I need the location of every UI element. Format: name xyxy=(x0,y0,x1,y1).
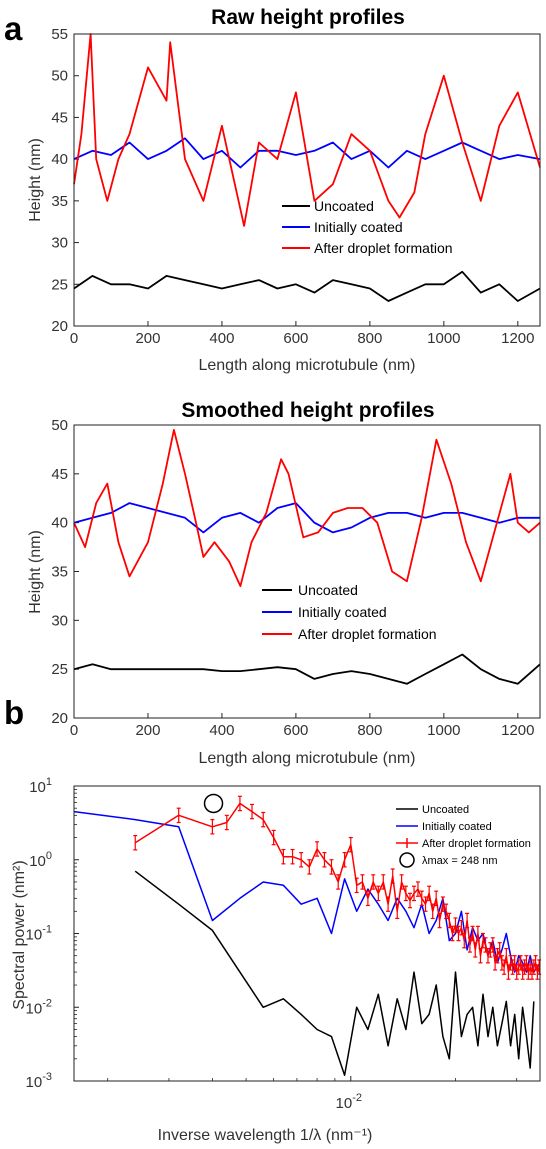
spectral-legend: Uncoated Initially coated After droplet … xyxy=(396,804,531,868)
raw-x-tick-label: 0 xyxy=(70,330,78,347)
spectral-y-tick-label: 10-1 xyxy=(26,924,52,944)
spectral-x-axis-label: Inverse wavelength 1/λ (nm⁻¹) xyxy=(158,1127,373,1144)
smoothed-x-tick-label: 1200 xyxy=(501,722,534,739)
smoothed-y-tick-label: 40 xyxy=(51,515,68,532)
raw-y-tick-label: 45 xyxy=(51,109,68,126)
spectral-legend-lambda-max: λmax = 248 nm xyxy=(422,855,498,867)
smoothed-height-chart: Smoothed height profiles 0 200 400 600 800 10… xyxy=(27,399,541,767)
spectral-x-tick-label: 10-2 xyxy=(336,1092,362,1112)
smoothed-legend-uncoated: Uncoated xyxy=(298,582,358,598)
spectral-y-tick-label: 10-2 xyxy=(26,997,52,1017)
smoothed-y-tick-label: 45 xyxy=(51,466,68,483)
smoothed-chart-title: Smoothed height profiles xyxy=(181,399,434,422)
smoothed-series-group xyxy=(73,428,541,685)
spectral-legend-after-droplet: After droplet formation xyxy=(422,838,531,850)
smoothed-x-tick-label: 400 xyxy=(209,722,234,739)
raw-x-tick-label: 400 xyxy=(209,330,234,347)
raw-plot-frame xyxy=(73,33,541,327)
panel-label-b: b xyxy=(4,694,24,731)
raw-y-tick-label: 35 xyxy=(51,193,68,210)
raw-legend-after-droplet: After droplet formation xyxy=(314,240,453,256)
raw-x-tick-label: 1200 xyxy=(501,330,534,347)
raw-y-tick-label: 25 xyxy=(51,276,68,293)
panel-label-a: a xyxy=(4,10,23,47)
smoothed-y-tick-label: 35 xyxy=(51,564,68,581)
smoothed-y-tick-label: 50 xyxy=(51,417,68,434)
smoothed-y-axis-label: Height (nm) xyxy=(27,530,44,614)
smoothed-x-tick-label: 600 xyxy=(283,722,308,739)
raw-chart-title: Raw height profiles xyxy=(211,6,405,29)
spectral-plot-frame xyxy=(73,785,541,1082)
spectral-y-tick-label: 100 xyxy=(29,850,52,870)
smoothed-x-tick-label: 800 xyxy=(357,722,382,739)
raw-y-tick-label: 30 xyxy=(51,235,68,252)
raw-y-tick-label: 55 xyxy=(51,26,68,43)
raw-x-tick-label: 200 xyxy=(135,330,160,347)
raw-x-tick-label: 600 xyxy=(283,330,308,347)
raw-x-tick-label: 1000 xyxy=(427,330,460,347)
smoothed-x-tick-label: 1000 xyxy=(427,722,460,739)
smoothed-y-tick-label: 30 xyxy=(51,612,68,629)
raw-legend: Uncoated Initially coated After droplet … xyxy=(282,198,453,256)
raw-series-uncoated xyxy=(73,270,541,302)
raw-axis-ticks: 0 200 400 600 800 1000 1200 20 25 30 35 40 45 50 55 xyxy=(51,26,534,347)
spectral-series-group xyxy=(73,793,542,1076)
smoothed-series-uncoated xyxy=(73,653,541,685)
smoothed-axis-ticks: 0 200 400 600 800 1000 1200 20 25 30 35 40 45 50 xyxy=(51,417,534,739)
raw-y-tick-label: 40 xyxy=(51,151,68,168)
raw-y-tick-label: 20 xyxy=(51,318,68,335)
spectral-legend-initially-coated: Initially coated xyxy=(422,821,492,833)
spectral-axis-ticks: 10-3 10-2 10-1 100 101 10-2 xyxy=(26,776,518,1112)
raw-y-tick-label: 50 xyxy=(51,68,68,85)
raw-y-axis-label: Height (nm) xyxy=(27,138,44,222)
smoothed-legend-after-droplet: After droplet formation xyxy=(298,626,437,642)
raw-legend-uncoated: Uncoated xyxy=(314,198,374,214)
spectral-series-initially-coated xyxy=(73,810,541,973)
smoothed-y-tick-label: 25 xyxy=(51,661,68,678)
smoothed-legend: Uncoated Initially coated After droplet … xyxy=(262,582,437,642)
raw-series-after-droplet-formation xyxy=(73,33,541,227)
smoothed-series-initially-coated xyxy=(73,502,540,534)
smoothed-x-axis-label: Length along microtubule (nm) xyxy=(198,750,415,767)
spectral-y-tick-label: 101 xyxy=(29,776,52,796)
smoothed-y-tick-label: 20 xyxy=(51,710,68,727)
spectral-y-tick-label: 10-3 xyxy=(26,1071,52,1091)
raw-x-tick-label: 800 xyxy=(357,330,382,347)
raw-x-axis-label: Length along microtubule (nm) xyxy=(198,357,415,374)
spectral-legend-circle-marker xyxy=(399,852,415,868)
smoothed-x-tick-label: 0 xyxy=(70,722,78,739)
smoothed-series-after-droplet-formation xyxy=(73,428,541,587)
raw-legend-initially-coated: Initially coated xyxy=(314,219,403,235)
spectral-series-uncoated xyxy=(134,870,535,1076)
raw-height-chart: Raw height profiles 0 200 400 600 800 1000 120… xyxy=(27,6,541,374)
lambda-max-circle-marker xyxy=(203,793,224,814)
raw-series-group xyxy=(73,33,541,302)
smoothed-plot-frame xyxy=(73,424,541,719)
spectral-legend-uncoated: Uncoated xyxy=(422,804,469,816)
spectral-y-axis-label: Spectral power (nm²) xyxy=(11,860,28,1009)
spectral-power-chart: 10-3 10-2 10-1 100 101 10-2 Inverse wavelengt… xyxy=(11,776,542,1144)
smoothed-legend-initially-coated: Initially coated xyxy=(298,604,387,620)
smoothed-x-tick-label: 200 xyxy=(135,722,160,739)
raw-series-initially-coated xyxy=(73,137,541,169)
